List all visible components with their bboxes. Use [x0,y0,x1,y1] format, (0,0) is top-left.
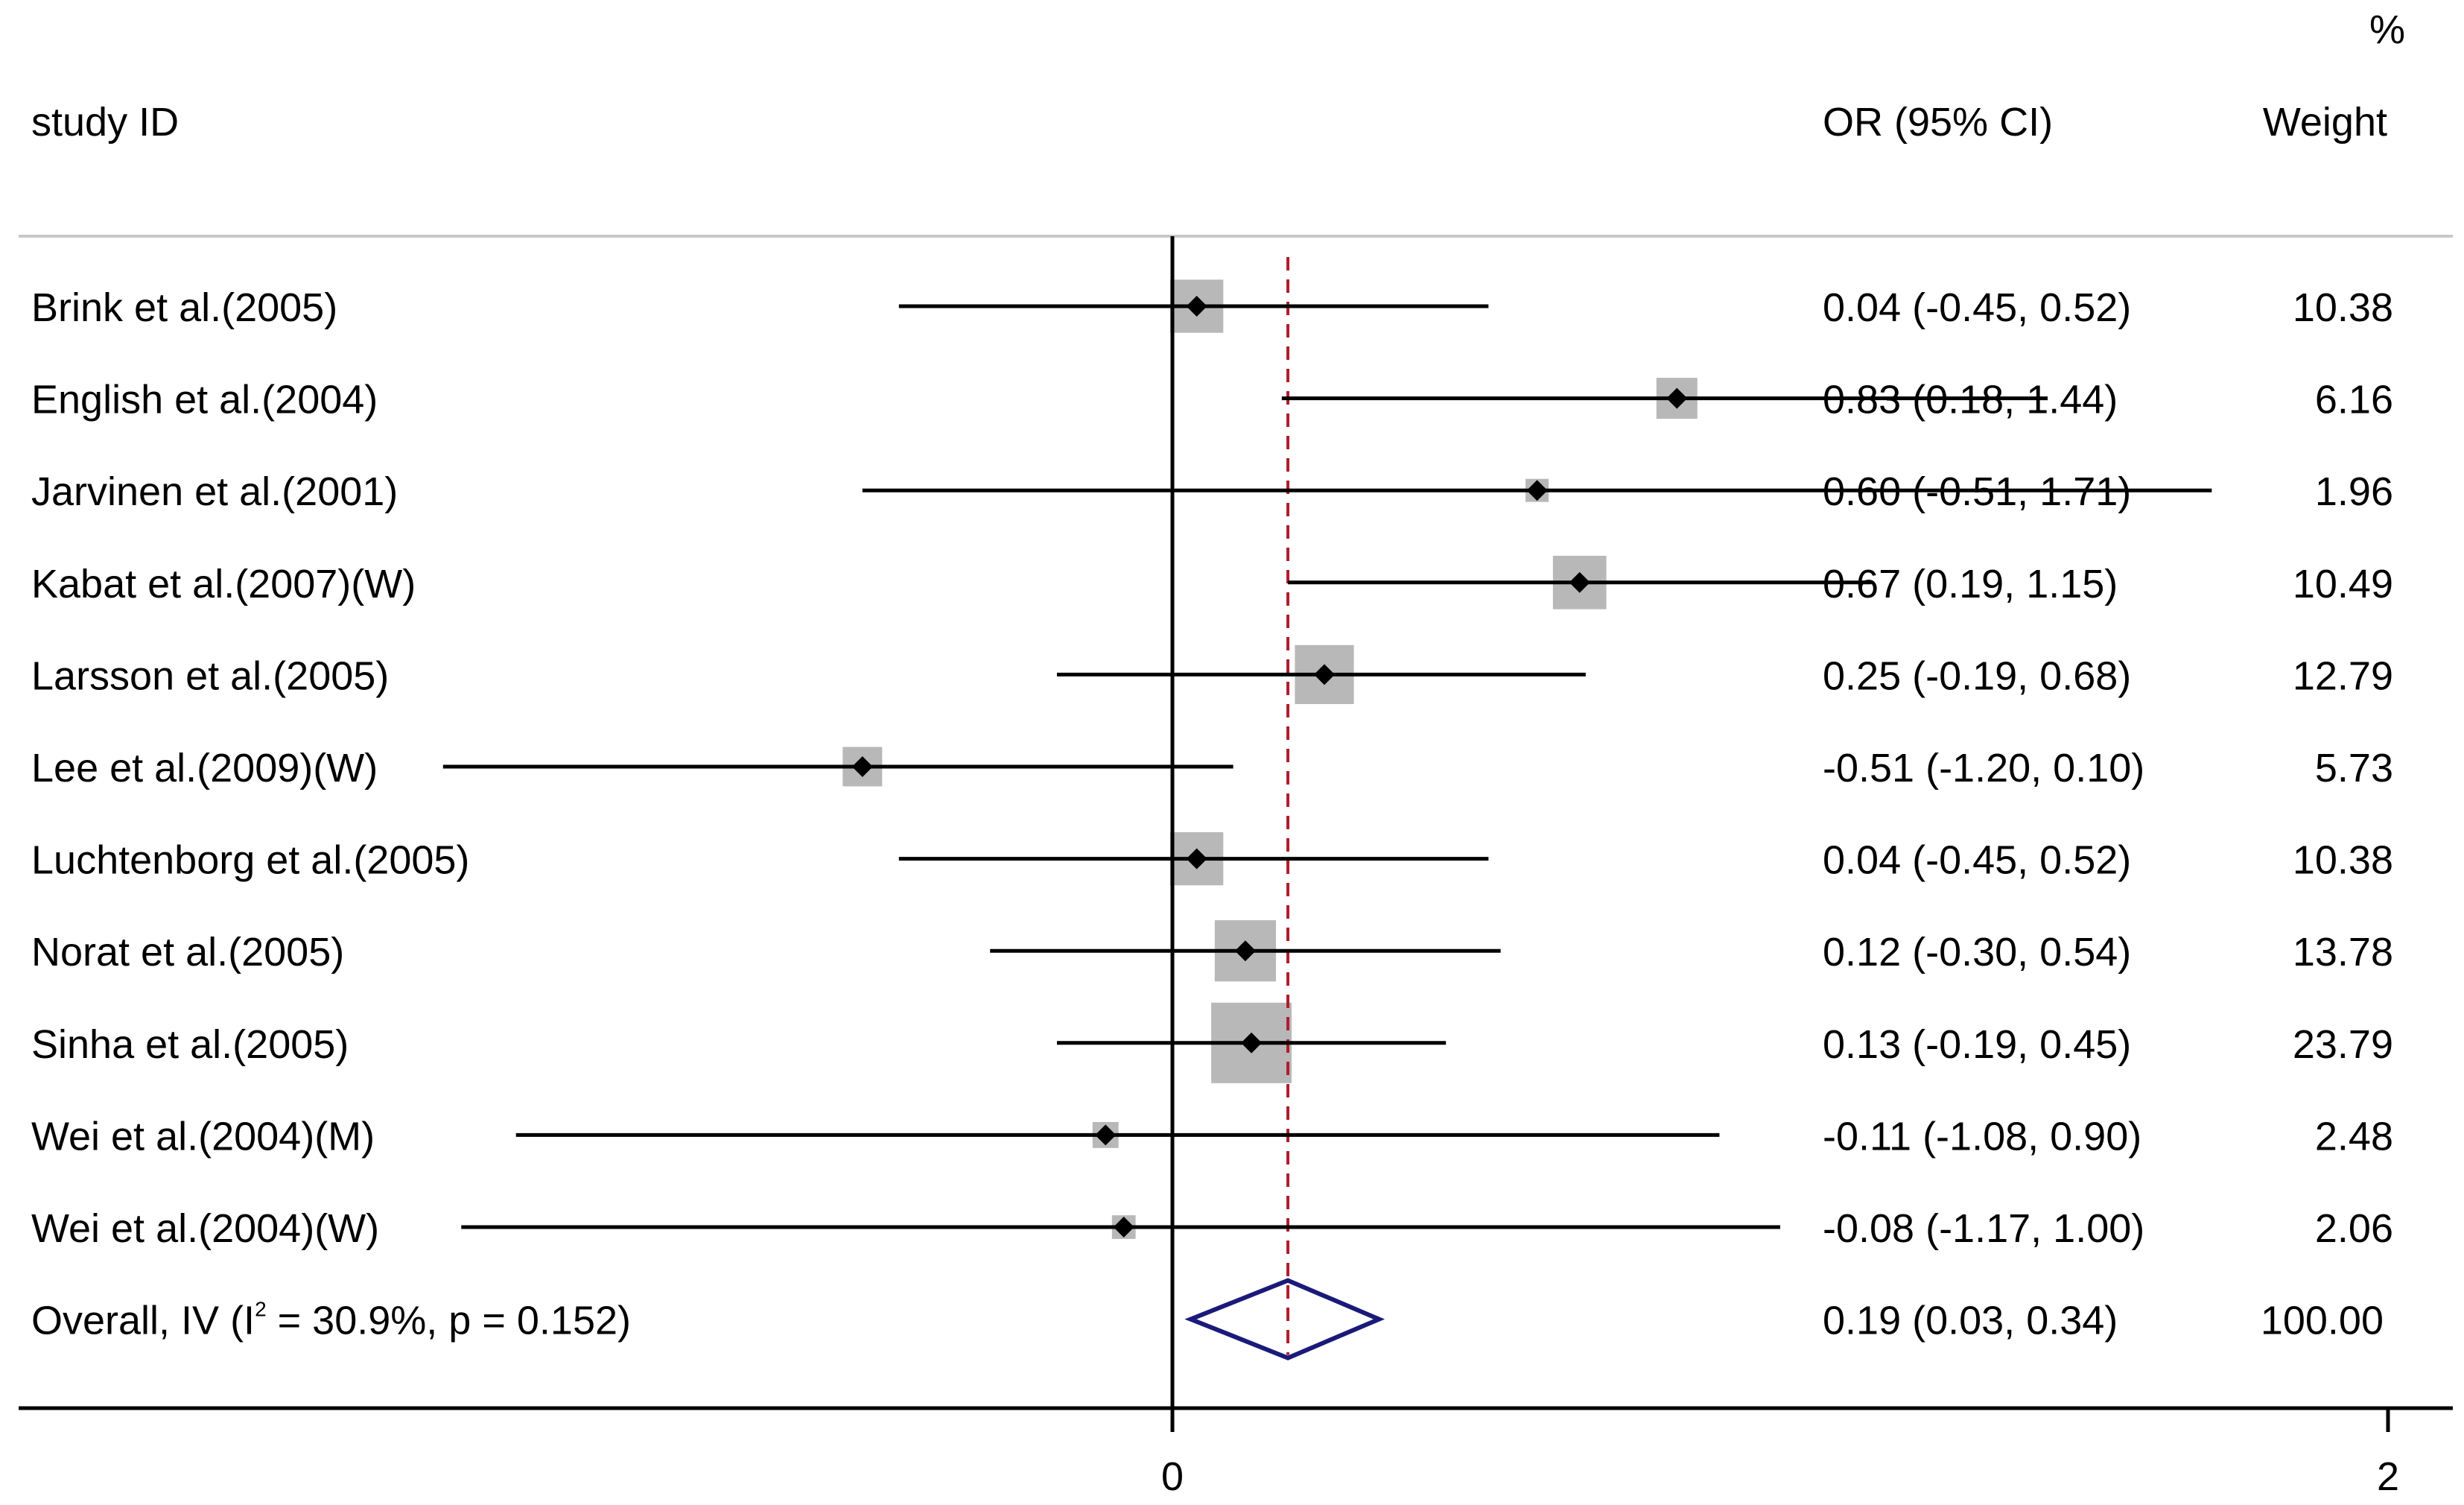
ci-text: -0.51 (-1.20, 0.10) [1823,746,2144,790]
study-label: Kabat et al.(2007)(W) [31,562,416,606]
or-ci-header: OR (95% CI) [1823,100,2053,145]
weight-text: 12.79 [2293,653,2393,698]
point-estimate [1234,940,1256,962]
point-estimate [1569,571,1590,593]
overall-summary: Overall, IV (I2 = 30.9%, p = 0.152) 0.19 … [31,1278,2384,1360]
ci-text: 0.13 (-0.19, 0.45) [1823,1022,2131,1067]
x-tick-label: 2 [2377,1454,2399,1499]
study-label: Sinha et al.(2005) [31,1022,349,1067]
x-axis-ticks: -202 [1161,1408,2399,1499]
ci-text: 0.04 (-0.45, 0.52) [1823,838,2131,883]
study-label: Lee et al.(2009)(W) [31,746,378,790]
weight-text: 10.38 [2293,285,2393,330]
weight-text: 10.49 [2293,562,2393,606]
overall-weight-text: 100.00 [2261,1299,2384,1343]
ci-text: -0.11 (-1.08, 0.90) [1823,1114,2141,1159]
overall-ci-text: 0.19 (0.03, 0.34) [1823,1299,2118,1343]
point-estimate [851,756,873,777]
ci-text: 0.04 (-0.45, 0.52) [1823,285,2131,330]
study-label: Wei et al.(2004)(W) [31,1206,379,1251]
overall-diamond [1184,1278,1385,1360]
point-estimate [1113,1217,1134,1238]
study-id-header: study ID [31,100,179,145]
point-estimate [1526,480,1548,501]
weight-text: 2.06 [2315,1206,2393,1251]
ci-text: 0.12 (-0.30, 0.54) [1823,930,2131,975]
weight-text: 10.38 [2293,838,2393,883]
ci-text: 0.25 (-0.19, 0.68) [1823,653,2131,698]
study-label: Wei et al.(2004)(M) [31,1114,375,1159]
weight-unit-header: % [2369,7,2405,52]
study-label: Brink et al.(2005) [31,285,337,330]
point-estimate [1186,296,1207,317]
weight-texts: 10.38 6.16 1.96 10.49 12.79 5.73 10.38 13.78 23.… [2293,285,2393,1251]
study-label: Jarvinen et al.(2001) [31,469,398,514]
weight-text: 1.96 [2315,469,2393,514]
weight-text: 5.73 [2315,746,2393,790]
point-estimates [851,296,1688,1238]
point-estimate [1314,664,1335,685]
ci-text: 0.67 (0.19, 1.15) [1823,562,2118,606]
study-label: Larsson et al.(2005) [31,653,389,698]
x-tick-label: 0 [1161,1454,1184,1499]
weight-header: Weight [2263,100,2387,145]
weight-text: 23.79 [2293,1022,2393,1067]
ci-text: 0.60 (-0.51, 1.71) [1823,469,2131,514]
point-estimate [1095,1124,1117,1146]
weight-text: 6.16 [2315,378,2393,422]
ci-text: 0.83 (0.18, 1.44) [1823,378,2118,422]
study-labels: Brink et al.(2005) English et al.(2004) Ja… [31,285,469,1251]
study-label: English et al.(2004) [31,378,378,422]
study-label: Luchtenborg et al.(2005) [31,838,469,883]
study-label: Norat et al.(2005) [31,930,344,975]
point-estimate [1666,387,1688,409]
weight-text: 2.48 [2315,1114,2393,1159]
weight-text: 13.78 [2293,930,2393,975]
point-estimate [1186,848,1207,869]
overall-label: Overall, IV (I2 = 30.9%, p = 0.152) [31,1298,631,1343]
axes [19,236,2453,1410]
point-estimate [1241,1032,1263,1054]
weight-boxes [842,279,1698,1239]
ci-texts: 0.04 (-0.45, 0.52) 0.83 (0.18, 1.44) 0.60 … [1823,285,2144,1251]
ci-text: -0.08 (-1.17, 1.00) [1823,1206,2144,1251]
